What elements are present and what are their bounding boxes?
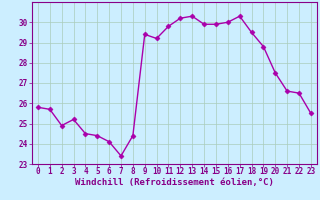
X-axis label: Windchill (Refroidissement éolien,°C): Windchill (Refroidissement éolien,°C): [75, 178, 274, 187]
